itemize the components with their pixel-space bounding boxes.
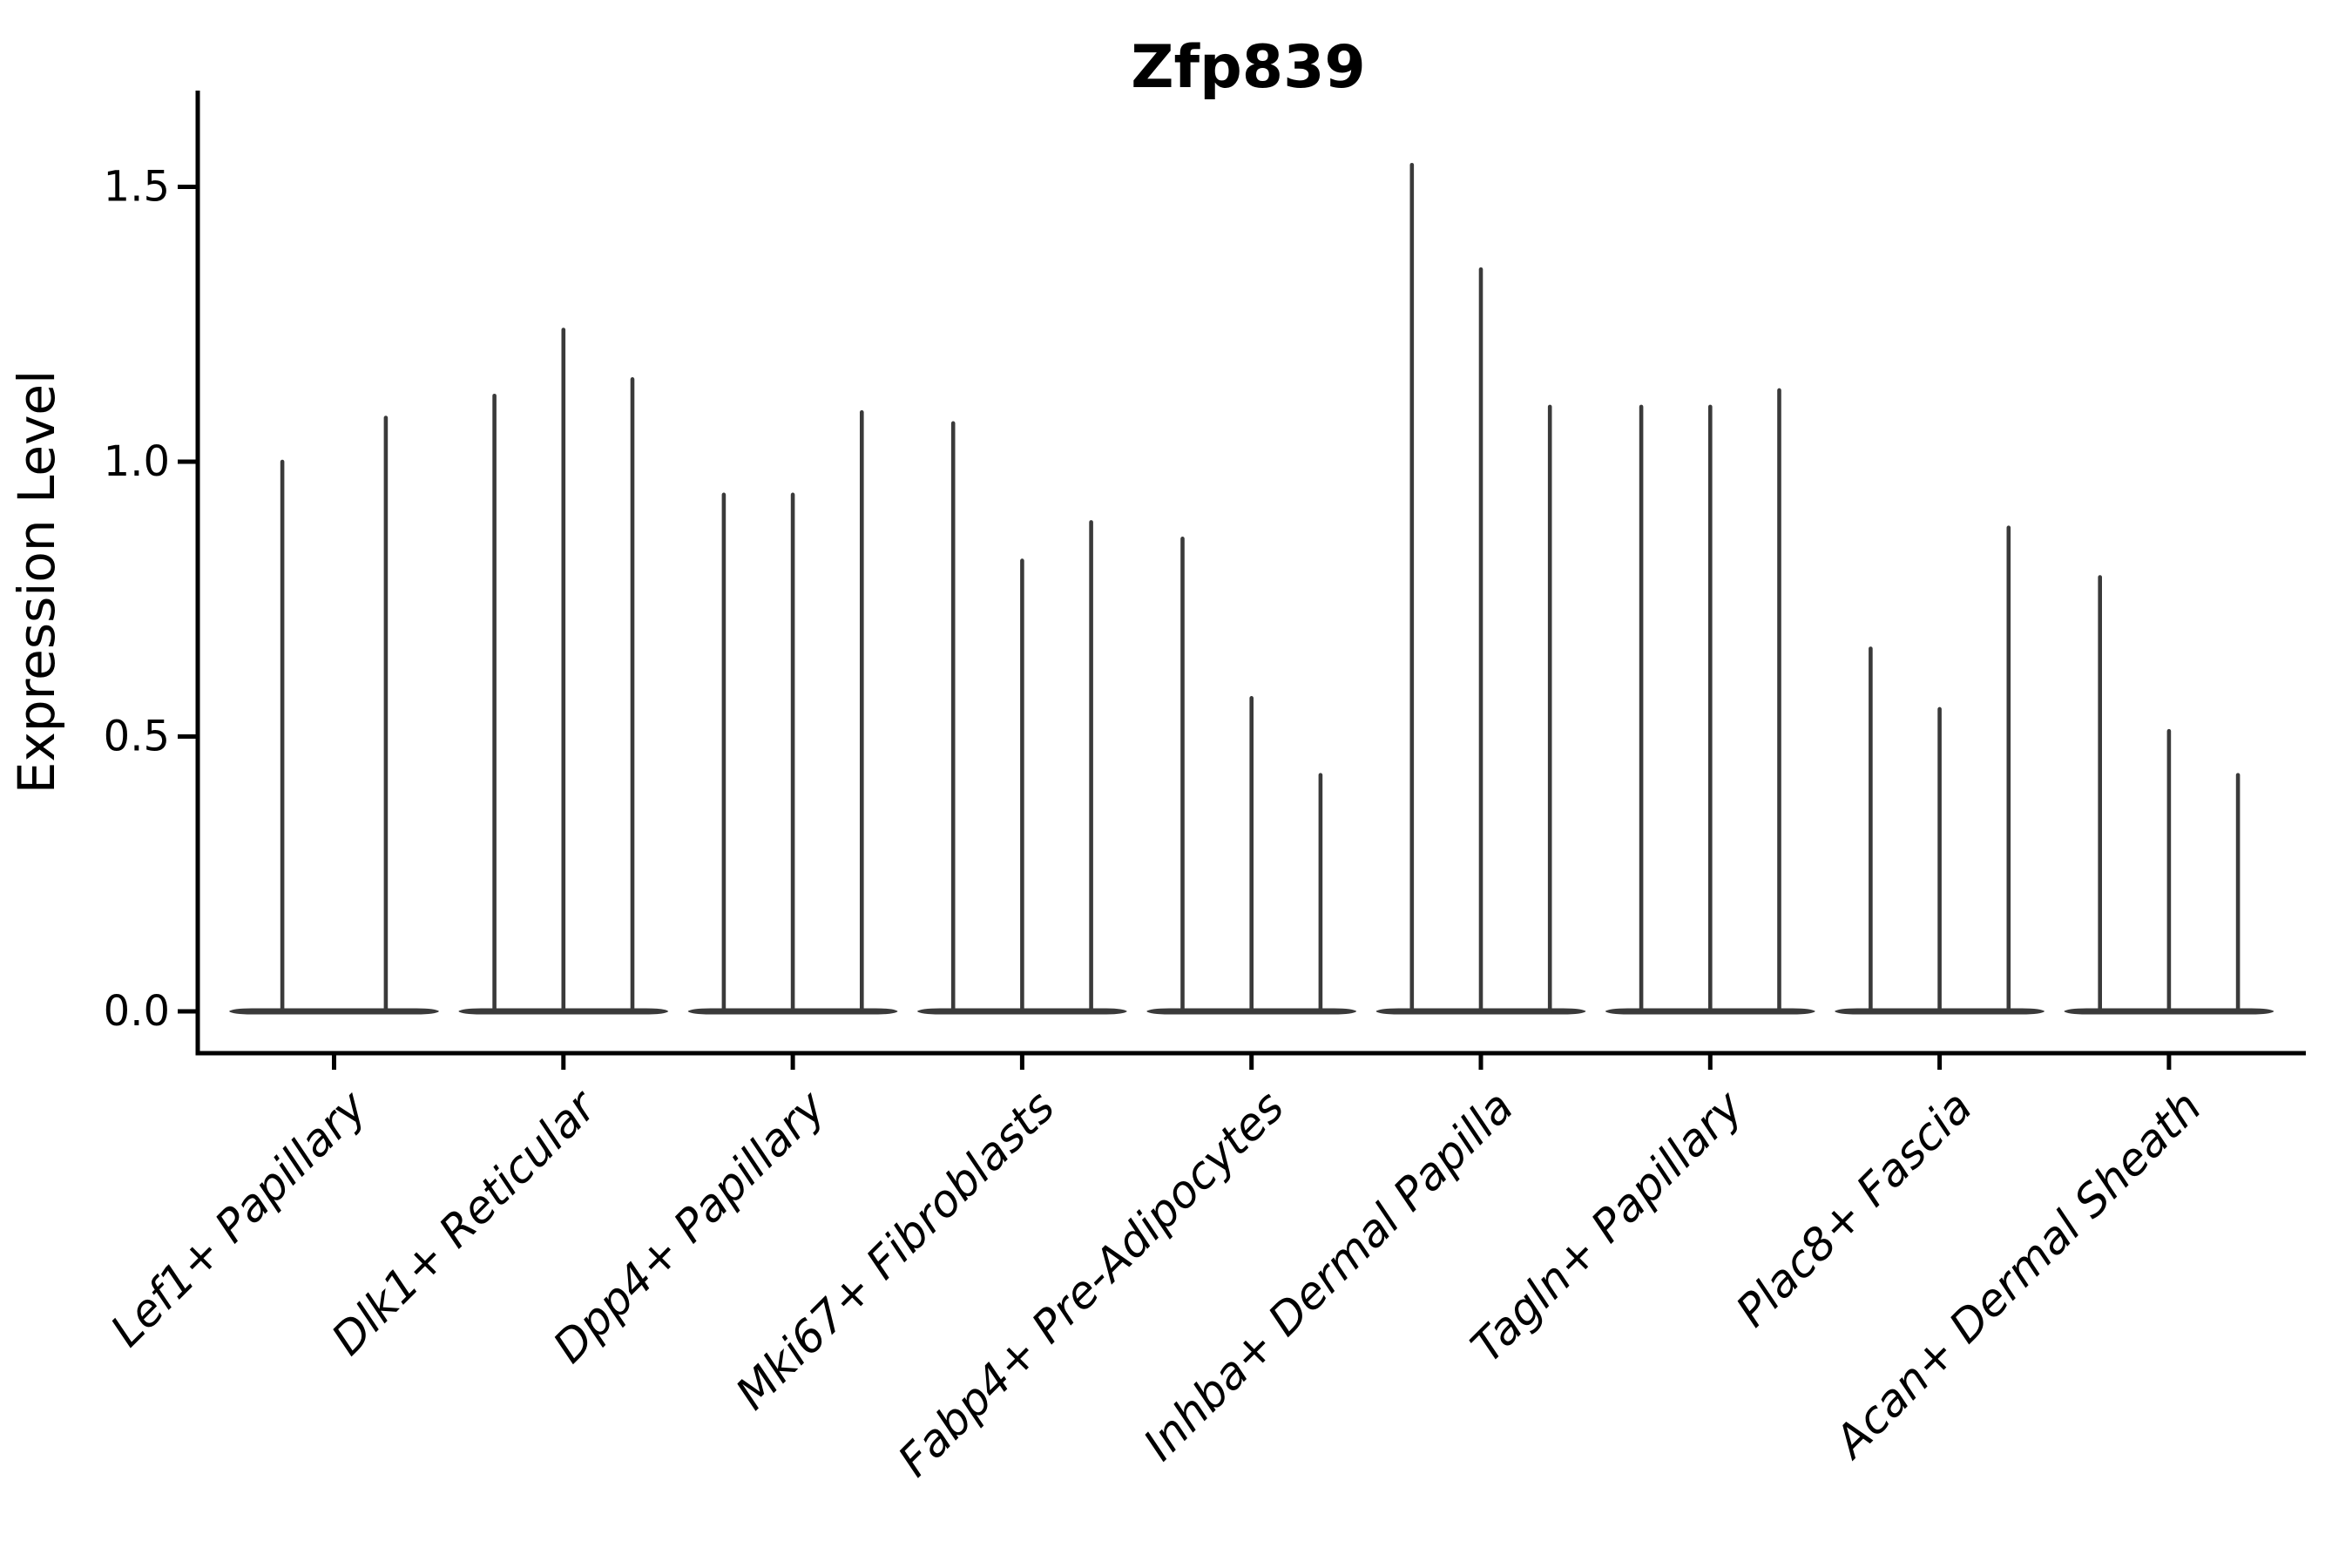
x-tick-label: Inhba+ Dermal Papilla [1134, 1081, 1524, 1470]
x-tick-label: Fabp4+ Pre-Adipocytes [889, 1081, 1294, 1487]
y-tick-label: 1.0 [104, 437, 170, 486]
axes: 0.0 0.5 1.0 1.5 [104, 91, 2306, 1070]
y-axis-label: Expression Level [7, 370, 66, 794]
x-tick-label: Acan+ Dermal Sheath [1824, 1081, 2212, 1469]
violins [229, 162, 2274, 1015]
y-tick-label: 1.5 [104, 163, 170, 212]
violin-base [229, 1008, 439, 1015]
x-tick-label: Plac8+ Fascia [1727, 1081, 1983, 1337]
y-tick-label: 0.0 [104, 987, 170, 1036]
chart-title: Zfp839 [1131, 33, 1366, 102]
y-tick-label: 0.5 [104, 713, 170, 761]
